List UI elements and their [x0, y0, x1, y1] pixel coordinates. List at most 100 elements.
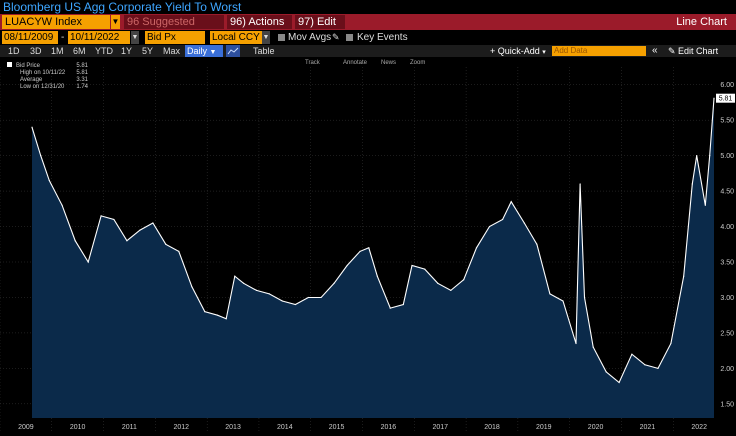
data-point: [450, 289, 452, 291]
data-point: [691, 183, 693, 185]
x-tick-label: 2018: [484, 424, 500, 431]
range-1d[interactable]: 1D: [8, 46, 20, 56]
pencil-icon[interactable]: ✎: [332, 32, 340, 42]
ticker-dropdown-icon[interactable]: ▼: [111, 15, 120, 29]
data-point: [583, 296, 586, 299]
y-tick-label: 3.50: [720, 260, 734, 267]
edit-chart-button[interactable]: ✎ Edit Chart: [668, 45, 718, 57]
line-chart-icon[interactable]: [226, 45, 240, 57]
price-chart[interactable]: 1.50 2.00 2.50 3.00 3.50 4.00 4.50 5.00 5.50 6.00…: [0, 57, 736, 436]
collapse-icon[interactable]: «: [652, 45, 658, 56]
table-button[interactable]: Table: [253, 46, 275, 56]
mov-avgs-checkbox[interactable]: [278, 34, 285, 41]
start-date-input[interactable]: 08/11/2009: [2, 31, 58, 44]
actions-menu[interactable]: 96) Actions ▾: [227, 15, 292, 41]
frequency-select[interactable]: Daily ▼: [185, 45, 223, 57]
key-events-checkbox[interactable]: [346, 34, 353, 41]
legend-value-bid: 5.81: [76, 63, 88, 69]
add-data-input[interactable]: Add Data: [552, 46, 646, 56]
data-point: [549, 293, 551, 295]
end-date-dropdown-icon[interactable]: ▼: [131, 31, 139, 44]
data-point: [126, 240, 128, 242]
data-point: [670, 342, 672, 345]
chart-area[interactable]: 1.50 2.00 2.50 3.00 3.50 4.00 4.50 5.00 5.50 6.00…: [0, 57, 736, 436]
range-3d[interactable]: 3D: [30, 46, 42, 56]
tool-annotate[interactable]: Annotate: [343, 60, 368, 66]
range-5y[interactable]: 5Y: [142, 46, 154, 56]
data-point: [389, 307, 391, 309]
view-name: Line Chart: [676, 16, 727, 28]
x-tick-label: 2019: [536, 424, 552, 431]
window-title: Bloomberg US Agg Corporate Yield To Wors…: [0, 0, 736, 14]
end-date-input[interactable]: 10/11/2022: [68, 31, 130, 44]
data-point: [713, 97, 715, 99]
quick-add-label: + Quick-Add: [490, 46, 540, 56]
y-tick-label: 4.50: [720, 189, 734, 196]
line-chart-icon-svg: [227, 47, 239, 55]
range-max[interactable]: Max: [163, 46, 181, 56]
frequency-label: Daily: [187, 46, 208, 56]
data-point: [225, 318, 227, 320]
x-tick-label: 2022: [691, 424, 707, 431]
data-point: [368, 247, 370, 249]
edit-menu[interactable]: 97) Edit ▾: [295, 15, 345, 41]
range-1m[interactable]: 1M: [51, 46, 64, 56]
legend-label-low: Low on 12/31/20: [20, 84, 65, 90]
data-point: [87, 261, 89, 263]
data-point: [696, 155, 698, 157]
y-tick-label: 2.00: [720, 366, 734, 373]
x-tick-label: 2020: [588, 424, 604, 431]
ticker-input[interactable]: LUACYW Index: [2, 15, 110, 29]
last-value-label: 5.81: [719, 96, 733, 103]
last-value-marker: 5.81: [716, 93, 735, 103]
key-events-label[interactable]: Key Events: [357, 32, 408, 43]
date-separator: -: [61, 32, 65, 43]
data-point: [359, 250, 361, 252]
edit-chart-label: Edit Chart: [678, 46, 719, 56]
range-ytd[interactable]: YTD: [95, 46, 113, 56]
y-tick-label: 5.00: [720, 153, 734, 160]
y-tick-label: 5.50: [720, 118, 734, 125]
currency-select[interactable]: Local CCY: [210, 31, 262, 44]
quick-add-button[interactable]: + Quick-Add ▾: [490, 45, 546, 59]
field-select[interactable]: Bid Px: [145, 31, 205, 44]
range-6m[interactable]: 6M: [73, 46, 86, 56]
data-point: [268, 293, 270, 295]
x-tick-label: 2013: [225, 424, 241, 431]
x-axis: 2009 2010 2011 2012 2013 2014 2015 2016 2017 2018…: [18, 424, 707, 431]
data-point: [31, 126, 33, 128]
data-point: [683, 275, 685, 277]
data-point: [178, 250, 180, 252]
data-point: [294, 303, 296, 306]
range-1y[interactable]: 1Y: [121, 46, 133, 56]
data-point: [501, 218, 504, 221]
data-point: [644, 364, 646, 366]
legend-value-average: 3.31: [76, 77, 88, 83]
data-point: [139, 229, 141, 231]
legend-swatch: [7, 62, 12, 67]
data-point: [74, 240, 76, 242]
chart-legend: Bid Price 5.81 High on 10/11/22 5.81 Ave…: [7, 62, 89, 90]
edit-label: 97) Edit: [298, 16, 336, 28]
y-tick-label: 4.00: [720, 224, 734, 231]
tool-zoom[interactable]: Zoom: [410, 60, 425, 66]
x-tick-label: 2014: [277, 424, 293, 431]
pencil-icon: ✎: [668, 46, 679, 56]
tool-news[interactable]: News: [381, 60, 396, 66]
legend-value-low: 1.74: [76, 84, 88, 90]
data-point: [475, 247, 478, 249]
data-point: [536, 243, 538, 245]
data-points: [31, 97, 715, 384]
data-point: [234, 275, 236, 277]
data-point: [376, 275, 378, 277]
tool-track[interactable]: Track: [305, 60, 321, 66]
currency-dropdown-icon[interactable]: ▼: [262, 31, 270, 44]
data-point: [704, 204, 706, 206]
data-point: [562, 300, 564, 302]
suggested-charts-button[interactable]: 96 Suggested Charts: [124, 15, 224, 42]
legend-value-high: 5.81: [76, 70, 88, 76]
mov-avgs-label[interactable]: Mov Avgs: [288, 32, 332, 43]
data-point: [204, 311, 206, 313]
data-point: [165, 243, 167, 245]
data-point: [307, 296, 309, 299]
